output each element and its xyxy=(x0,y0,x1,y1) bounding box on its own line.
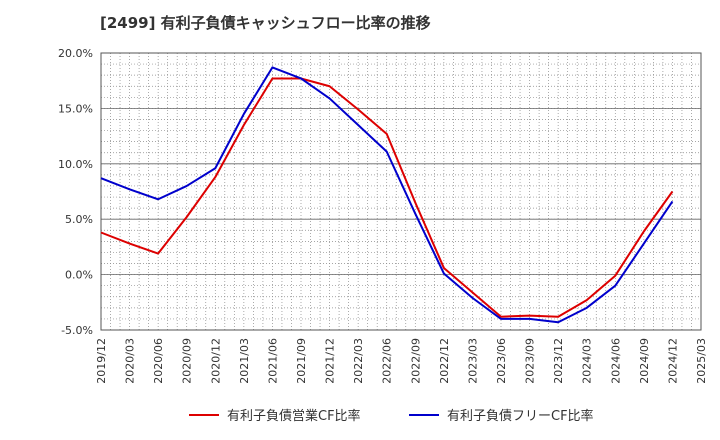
legend-label-2: 有利子負債フリーCF比率 xyxy=(447,408,594,424)
x-tick-label: 2020/03 xyxy=(124,338,137,384)
series-line-2 xyxy=(100,66,674,324)
plot-area xyxy=(101,53,701,330)
x-tick-label: 2019/12 xyxy=(95,338,108,384)
x-tick-label: 2023/03 xyxy=(466,338,479,384)
x-tick-label: 2021/09 xyxy=(295,338,308,384)
x-tick-label: 2021/12 xyxy=(324,338,337,384)
x-tick-label: 2023/06 xyxy=(495,338,508,384)
x-tick-label: 2024/06 xyxy=(609,338,622,384)
x-tick-label: 2022/06 xyxy=(381,338,394,384)
x-tick-label: 2025/03 xyxy=(695,338,708,384)
x-tick-label: 2023/09 xyxy=(524,338,537,384)
x-tick-label: 2021/03 xyxy=(238,338,251,384)
y-tick-label: 20.0% xyxy=(58,47,93,60)
x-tick-label: 2020/06 xyxy=(152,338,165,384)
y-tick-label: -5.0% xyxy=(61,324,93,337)
y-tick-label: 15.0% xyxy=(58,102,93,115)
x-tick-label: 2024/12 xyxy=(666,338,679,384)
y-tick-label: 0.0% xyxy=(65,269,93,282)
y-tick-label: 10.0% xyxy=(58,158,93,171)
x-tick-label: 2024/03 xyxy=(581,338,594,384)
x-tick-label: 2022/12 xyxy=(438,338,451,384)
x-tick-label: 2022/03 xyxy=(352,338,365,384)
x-tick-label: 2021/06 xyxy=(266,338,279,384)
x-tick-label: 2023/12 xyxy=(552,338,565,384)
x-tick-label: 2020/12 xyxy=(209,338,222,384)
x-tick-label: 2020/09 xyxy=(181,338,194,384)
chart-title: [2499] 有利子負債キャッシュフロー比率の推移 xyxy=(100,14,431,32)
y-tick-label: 5.0% xyxy=(65,213,93,226)
legend-label-1: 有利子負債営業CF比率 xyxy=(227,408,361,424)
plot-border xyxy=(100,52,702,331)
x-tick-label: 2022/09 xyxy=(409,338,422,384)
x-tick-label: 2024/09 xyxy=(638,338,651,384)
series-line-1 xyxy=(100,77,674,318)
